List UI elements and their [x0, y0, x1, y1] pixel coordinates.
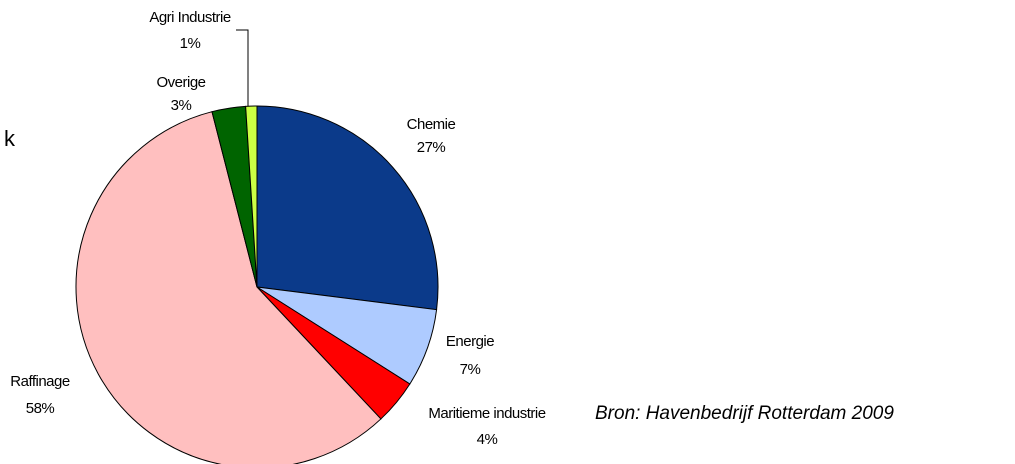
- leader-line: [236, 29, 249, 107]
- slice-label: Agri Industrie: [149, 9, 231, 26]
- source-note: Bron: Havenbedrijf Rotterdam 2009: [595, 403, 894, 424]
- slice-value-label: 7%: [460, 361, 481, 378]
- text-fragment: k: [4, 126, 16, 151]
- pie-slice: [256, 105, 439, 311]
- pie-slice: [245, 105, 258, 288]
- slice-label: Maritieme industrie: [428, 405, 545, 422]
- slice-label: Overige: [156, 74, 205, 91]
- slice-value-label: 27%: [417, 139, 446, 156]
- slice-label: Energie: [446, 333, 494, 350]
- slice-value-label: 3%: [171, 97, 192, 114]
- slice-label: Chemie: [407, 116, 456, 133]
- pie-slice: [75, 111, 382, 464]
- slice-value-label: 1%: [180, 35, 201, 52]
- slice-value-label: 4%: [477, 431, 498, 448]
- slice-value-label: 58%: [26, 400, 55, 417]
- slice-label: Raffinage: [10, 373, 70, 390]
